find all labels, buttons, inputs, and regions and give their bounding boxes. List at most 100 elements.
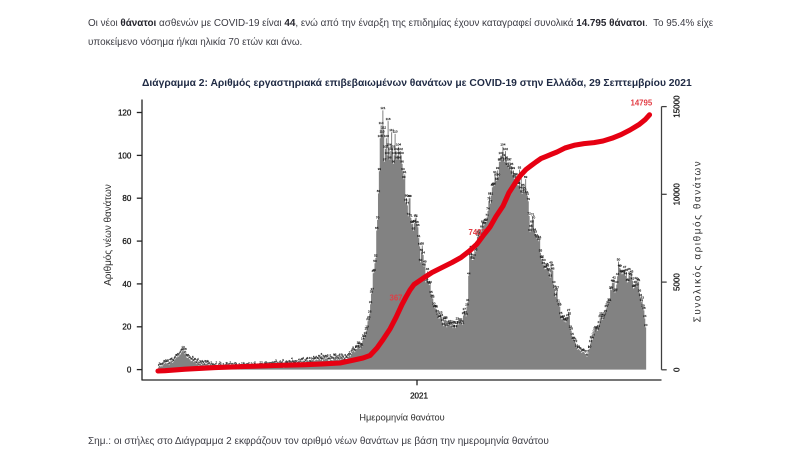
svg-text:71: 71 (414, 214, 418, 218)
svg-text:6: 6 (341, 353, 343, 357)
svg-text:102: 102 (393, 147, 398, 151)
svg-text:2021: 2021 (410, 392, 428, 401)
svg-text:7: 7 (350, 350, 352, 354)
svg-text:2: 2 (230, 361, 232, 365)
svg-text:90: 90 (494, 173, 498, 177)
svg-text:3: 3 (173, 358, 175, 362)
svg-text:8: 8 (183, 347, 185, 351)
svg-text:4: 4 (298, 357, 300, 361)
svg-text:78: 78 (404, 198, 408, 202)
svg-text:3: 3 (285, 360, 287, 364)
svg-text:89: 89 (513, 175, 517, 179)
svg-text:86: 86 (517, 181, 521, 185)
svg-text:3: 3 (172, 359, 174, 363)
svg-text:21: 21 (461, 320, 465, 324)
svg-text:102: 102 (398, 147, 403, 151)
svg-text:52: 52 (540, 255, 544, 259)
svg-text:2: 2 (243, 361, 245, 365)
svg-text:5: 5 (329, 354, 331, 358)
svg-text:48: 48 (550, 263, 554, 267)
svg-text:49: 49 (542, 261, 546, 265)
svg-text:5: 5 (313, 355, 315, 359)
svg-text:4: 4 (308, 356, 310, 360)
svg-text:80: 80 (122, 194, 131, 203)
svg-text:40: 40 (122, 280, 131, 289)
svg-text:71: 71 (414, 214, 418, 218)
svg-text:15: 15 (591, 332, 595, 336)
svg-text:82: 82 (520, 190, 524, 194)
svg-text:3: 3 (294, 360, 296, 364)
svg-text:7402: 7402 (469, 228, 487, 237)
svg-text:3: 3 (167, 359, 169, 363)
svg-text:24: 24 (440, 313, 444, 317)
svg-text:3: 3 (287, 360, 289, 364)
svg-text:97: 97 (383, 158, 387, 162)
svg-text:9: 9 (352, 346, 354, 350)
svg-text:1: 1 (160, 362, 162, 366)
svg-text:22: 22 (441, 318, 445, 322)
svg-text:53: 53 (469, 252, 473, 256)
svg-text:41: 41 (636, 277, 640, 281)
svg-text:64: 64 (528, 228, 532, 232)
svg-text:6: 6 (338, 353, 340, 357)
svg-text:5: 5 (322, 354, 324, 358)
svg-text:97: 97 (506, 158, 510, 162)
svg-text:93: 93 (509, 166, 513, 170)
svg-text:26: 26 (368, 309, 372, 313)
svg-text:45: 45 (548, 268, 552, 272)
svg-text:22: 22 (458, 318, 462, 322)
svg-text:5: 5 (192, 355, 194, 359)
svg-text:83: 83 (523, 188, 527, 192)
svg-text:2: 2 (162, 361, 164, 365)
svg-text:93: 93 (496, 166, 500, 170)
svg-text:15000: 15000 (673, 95, 682, 118)
svg-text:104: 104 (386, 143, 391, 147)
svg-text:21: 21 (452, 320, 456, 324)
svg-text:1: 1 (228, 362, 230, 366)
svg-text:2: 2 (264, 361, 266, 365)
svg-text:2: 2 (276, 361, 278, 365)
svg-text:1: 1 (215, 363, 217, 367)
svg-text:30: 30 (606, 300, 610, 304)
svg-text:3: 3 (297, 360, 299, 364)
svg-text:33: 33 (431, 294, 435, 298)
svg-text:24: 24 (643, 314, 647, 318)
svg-text:60: 60 (122, 237, 131, 246)
svg-text:4: 4 (329, 356, 331, 360)
svg-text:10: 10 (355, 345, 359, 349)
svg-text:47: 47 (543, 265, 547, 269)
svg-text:29: 29 (433, 304, 437, 308)
svg-text:61: 61 (535, 235, 539, 239)
svg-text:5000: 5000 (673, 273, 682, 291)
svg-text:90: 90 (497, 173, 501, 177)
svg-text:22: 22 (448, 319, 452, 323)
svg-text:95: 95 (506, 162, 510, 166)
svg-text:47: 47 (544, 265, 548, 269)
svg-text:81: 81 (490, 191, 494, 195)
svg-text:65: 65 (375, 226, 379, 230)
svg-text:110: 110 (393, 130, 398, 134)
svg-text:88: 88 (495, 177, 499, 181)
svg-text:100: 100 (385, 151, 390, 155)
svg-text:9: 9 (588, 345, 590, 349)
svg-text:50: 50 (419, 258, 423, 262)
svg-text:5: 5 (188, 354, 190, 358)
svg-text:89: 89 (402, 175, 406, 179)
svg-text:42: 42 (612, 275, 616, 279)
svg-text:84: 84 (522, 185, 526, 189)
svg-text:2: 2 (218, 362, 220, 366)
svg-text:89: 89 (524, 175, 528, 179)
svg-text:63: 63 (477, 230, 481, 234)
svg-text:39: 39 (635, 282, 639, 286)
svg-text:104: 104 (396, 143, 401, 147)
svg-text:82: 82 (377, 189, 381, 193)
svg-text:3: 3 (196, 358, 198, 362)
svg-text:15: 15 (362, 333, 366, 337)
svg-text:0: 0 (127, 366, 132, 375)
svg-text:103: 103 (390, 145, 395, 149)
svg-text:24: 24 (560, 315, 564, 319)
svg-text:4: 4 (307, 356, 309, 360)
svg-text:9: 9 (355, 345, 357, 349)
svg-text:45: 45 (372, 269, 376, 273)
svg-text:18: 18 (596, 327, 600, 331)
